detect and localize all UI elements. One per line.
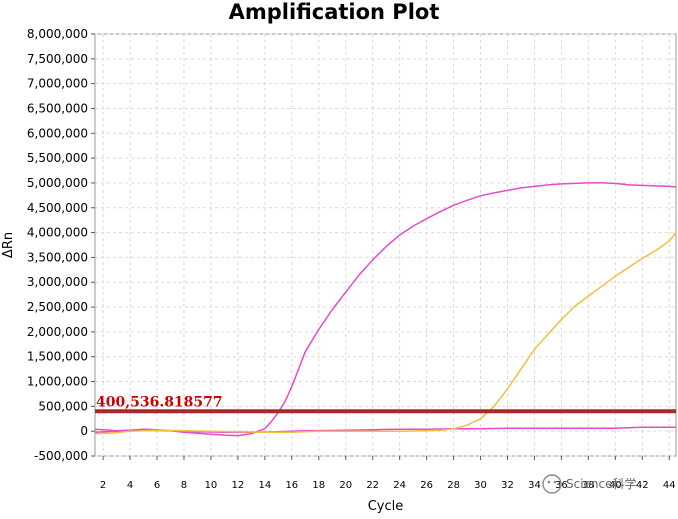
plot-area [94, 33, 677, 457]
x-axis-ticks: 2 4 6 8 10 12 14 16 18 20 22 24 26 28 30 32 34 36 38 40 42 44 [100, 456, 676, 491]
y-tick-label: 5,500,000 [27, 151, 88, 165]
threshold-label: 400,536.818577 [96, 394, 223, 410]
x-tick-label: 38 [582, 480, 595, 491]
y-tick-label: 3,000,000 [27, 275, 88, 289]
x-tick-label: 34 [528, 480, 541, 491]
y-tick-label: 6,500,000 [27, 101, 88, 115]
y-tick-label: 1,500,000 [27, 350, 88, 364]
series-line-3 [94, 232, 677, 435]
y-tick-label: 7,500,000 [27, 52, 88, 66]
chart-title: Amplification Plot [229, 0, 440, 24]
wechat-logo-icon [542, 474, 562, 494]
y-tick-label: 7,000,000 [27, 77, 88, 91]
series-line-1 [94, 182, 677, 437]
wechat-logo-eye-icon [553, 480, 557, 484]
watermark-text: Science科学 [566, 476, 637, 491]
y-tick-label: -500,000 [34, 449, 88, 463]
x-tick-label: 32 [501, 480, 514, 491]
y-tick-label: 3,500,000 [27, 250, 88, 264]
y-tick-label: 2,500,000 [27, 300, 88, 314]
x-tick-label: 22 [366, 480, 379, 491]
x-tick-label: 44 [663, 480, 676, 491]
x-tick-label: 18 [312, 480, 325, 491]
x-tick-label: 10 [205, 480, 218, 491]
x-tick-label: 6 [154, 480, 160, 491]
x-tick-label: 42 [636, 480, 649, 491]
y-axis-label: ΔRn [1, 232, 16, 258]
x-tick-label: 8 [181, 480, 187, 491]
x-tick-label: 16 [285, 480, 298, 491]
x-tick-label: 28 [447, 480, 460, 491]
x-tick-label: 4 [127, 480, 133, 491]
y-tick-label: 4,000,000 [27, 226, 88, 240]
y-tick-label: 500,000 [38, 399, 88, 413]
series-lines [94, 182, 677, 437]
y-tick-label: 6,000,000 [27, 126, 88, 140]
y-tick-label: 1,000,000 [27, 375, 88, 389]
x-axis-label: Cycle [368, 499, 404, 514]
x-tick-label: 26 [420, 480, 433, 491]
x-tick-label: 40 [609, 480, 622, 491]
y-tick-label: 8,000,000 [27, 27, 88, 41]
y-tick-label: 0 [80, 424, 88, 438]
x-tick-label: 24 [393, 480, 406, 491]
y-tick-label: 4,500,000 [27, 201, 88, 215]
grid-lines [95, 33, 676, 457]
x-tick-label: 14 [258, 480, 271, 491]
y-tick-label: 2,000,000 [27, 325, 88, 339]
watermark: Science科学 [542, 474, 637, 494]
y-axis-ticks: 8,000,000 7,500,000 7,000,000 6,500,000 6,00… [27, 27, 95, 463]
wechat-logo-eye-icon [547, 480, 551, 484]
x-tick-label: 30 [474, 480, 487, 491]
x-tick-label: 20 [339, 480, 352, 491]
x-tick-label: 2 [100, 480, 106, 491]
x-tick-label: 12 [232, 480, 245, 491]
y-tick-label: 5,000,000 [27, 176, 88, 190]
